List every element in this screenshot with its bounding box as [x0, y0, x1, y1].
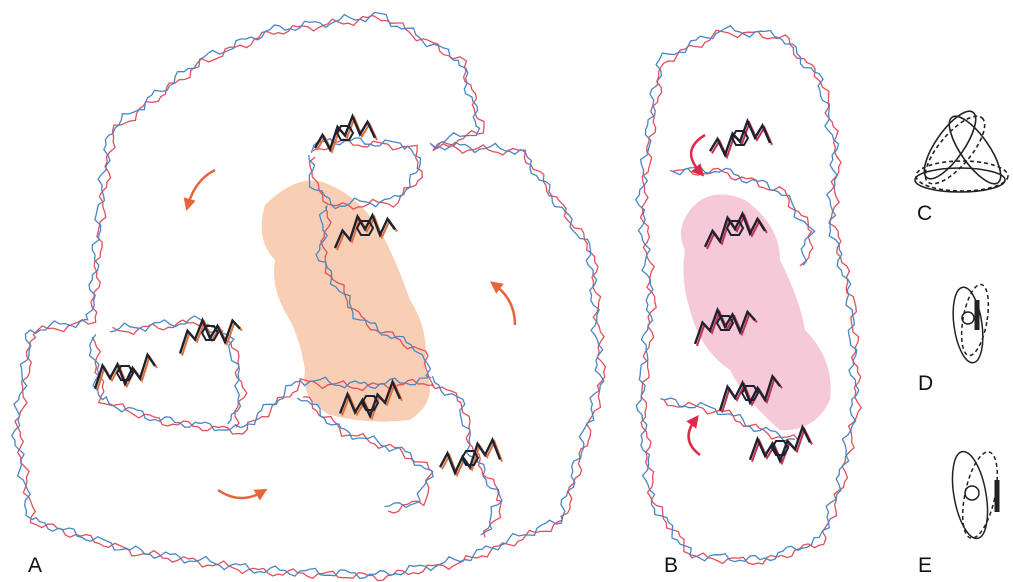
- panel-label: E: [918, 554, 932, 577]
- panel-d: [949, 282, 993, 364]
- panel-label: A: [28, 554, 42, 577]
- panel-label: B: [664, 554, 678, 577]
- panel-label: D: [918, 372, 933, 395]
- loop: [916, 161, 1008, 191]
- panel-c: [915, 104, 1009, 192]
- outline-blue: [433, 376, 503, 535]
- arrow: [188, 170, 215, 205]
- loop: [916, 108, 995, 193]
- loop: [915, 168, 1005, 192]
- panel-e: [947, 449, 1004, 541]
- arrow: [689, 420, 700, 455]
- loop: [965, 486, 979, 500]
- figure: A B C D E: [0, 0, 1013, 582]
- loop: [947, 449, 994, 541]
- arrow: [218, 490, 262, 498]
- loop: [949, 285, 987, 364]
- molecule: [710, 121, 770, 155]
- arrow: [495, 285, 515, 325]
- arrows: [188, 135, 705, 498]
- panel-label: C: [917, 202, 932, 225]
